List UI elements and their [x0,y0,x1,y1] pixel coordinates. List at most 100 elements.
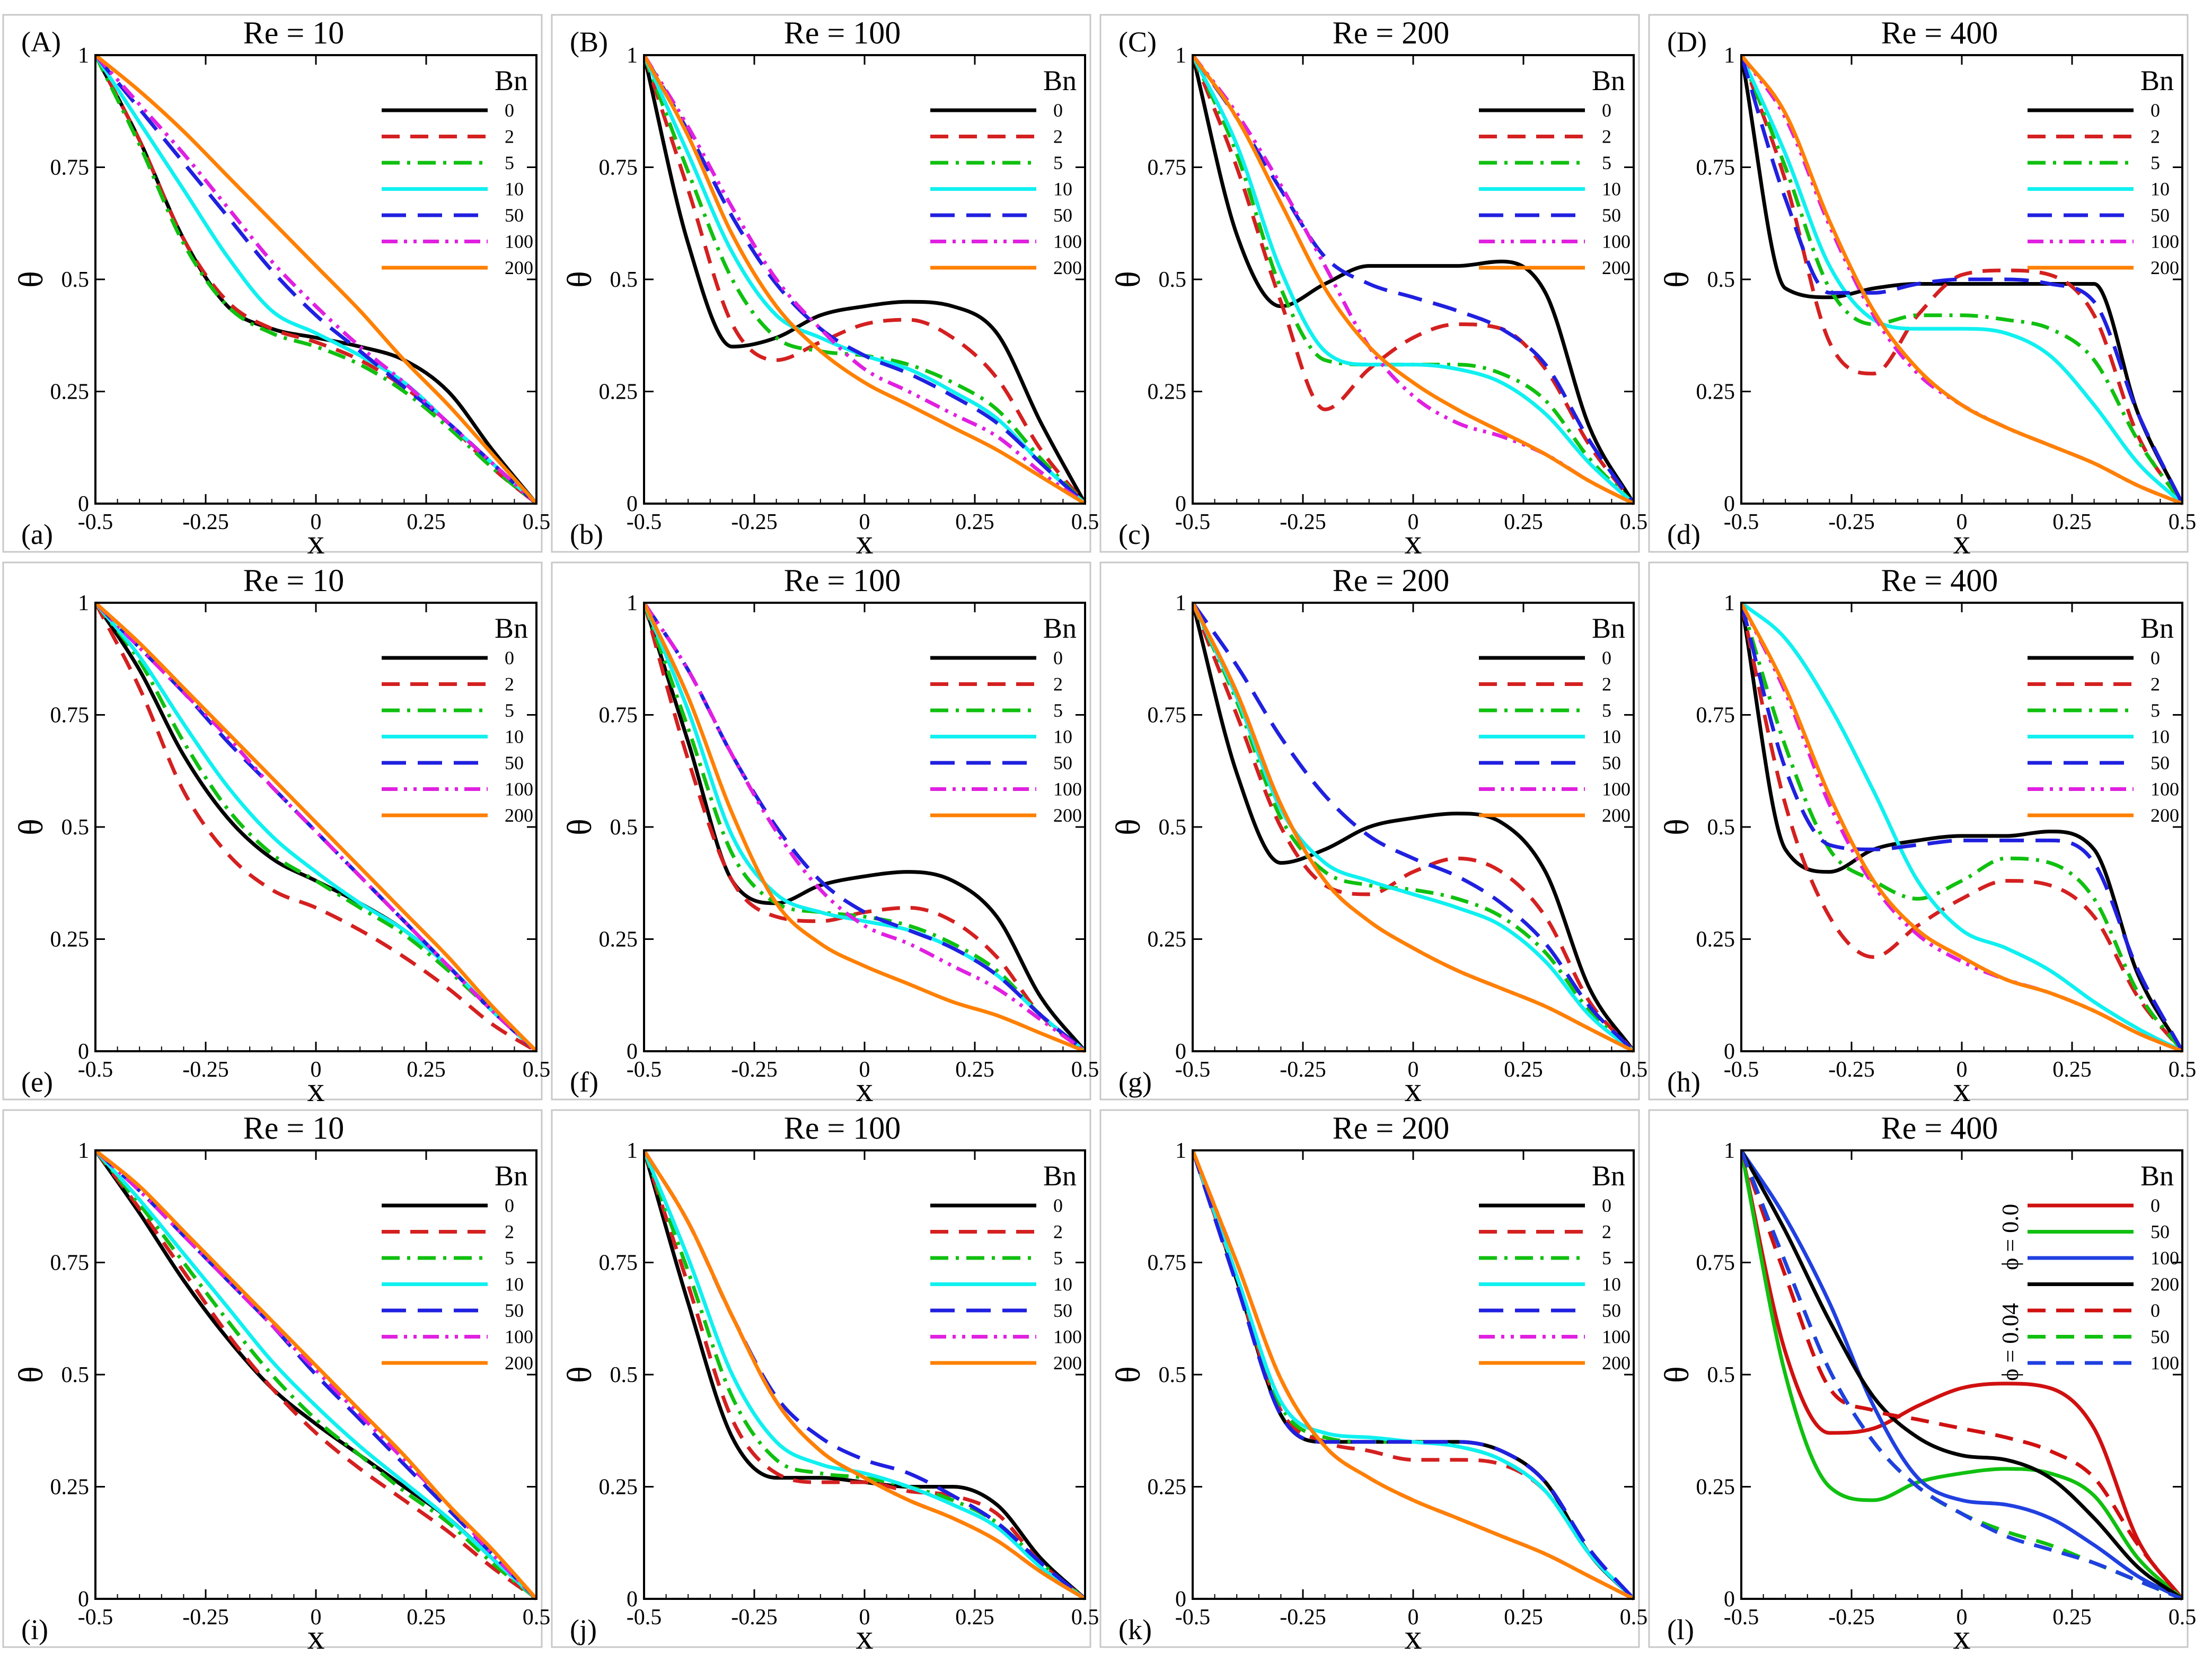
x-axis-label: x [856,1070,874,1109]
y-tick-label: 0.5 [61,815,90,840]
panel-label: (l) [1667,1614,1694,1646]
legend-title: Bn [495,612,528,644]
y-tick-label: 0 [1175,1587,1186,1612]
legend-entry: 200 [1602,257,1631,278]
panel-frame [1099,1109,1640,1648]
series-line-100 [644,602,1085,1053]
x-tick-label: 0 [1957,510,1968,534]
panel-title: Re = 100 [784,15,901,50]
panel-label: (b) [570,518,603,550]
legend-entry: 10 [1602,726,1621,747]
series-line-2 [1193,54,1634,505]
x-tick-label: -0.5 [627,1605,662,1630]
panel-title: Re = 200 [1333,15,1450,50]
series-line-5 [1741,602,2182,1053]
legend-entry: 2 [505,1221,514,1243]
legend-title: Bn [1592,1160,1625,1192]
series-line-0 [644,602,1085,1053]
series-line-10 [1193,602,1634,1053]
series-line-100 [1193,1149,1634,1601]
series-line-0 [1193,1149,1634,1600]
series-line-200 [1193,54,1634,506]
legend-entry: 10 [505,726,524,747]
legend-entry: 100 [2151,1352,2179,1374]
panel-frame [551,561,1091,1101]
legend-entry: 50 [1053,1300,1072,1321]
panel-title: Re = 10 [243,15,345,50]
series-line-5 [644,602,1085,1053]
legend-title: Bn [495,1160,528,1192]
panel-frame [1648,14,2189,553]
series-line-50 [95,1149,536,1600]
legend-entry: 5 [2151,152,2160,173]
plot-frame [1192,54,1635,505]
x-tick-label: 0.25 [1504,1605,1543,1630]
x-axis-label: x [1405,1618,1422,1657]
legend-entry: 0 [1053,100,1063,121]
y-tick-label: 0.5 [1159,268,1187,292]
panel-title: Re = 400 [1881,15,1998,50]
series-group [1193,54,1634,506]
y-tick-label: 1 [1175,43,1186,68]
x-tick-label: 0.25 [1504,510,1543,534]
legend-entry: 5 [1602,1247,1611,1269]
y-tick-label: 0 [627,492,638,516]
plot-frame [1192,1149,1635,1600]
legend-entry: 2 [1053,1221,1063,1243]
x-tick-label: -0.5 [1175,1605,1211,1630]
legend-title: Bn [2140,65,2174,96]
y-axis-label: θ [12,271,50,288]
x-tick-label: 0 [311,1058,322,1082]
plot-frame [643,602,1086,1052]
y-tick-label: 0.75 [599,1251,638,1275]
panel-a: Re = 10 (A) (a) -0.5 -0.25 0 0.25 0.5 0 0.25 0.5 0.… [2,14,550,561]
panel-j: Re = 100 (j) -0.5 -0.25 0 0.25 0.5 0 0.25 0.5 0.75… [551,1109,1099,1657]
y-axis-label: θ [12,1366,50,1383]
legend-entry: 10 [1053,179,1072,200]
panel-frame [2,14,543,553]
y-tick-label: 0 [78,1587,89,1612]
x-tick-label: 0 [1408,510,1419,534]
x-tick-label: 0 [1957,1058,1968,1082]
x-tick-label: -0.25 [1280,1058,1326,1082]
series-line-10 [1741,54,2182,505]
y-tick-label: 0.5 [610,268,638,292]
series-line-10 [644,54,1085,505]
legend-entry: 50 [505,1300,524,1321]
y-tick-label: 0.75 [1148,703,1187,728]
legend-title: Bn [495,65,528,96]
legend-entry: 2 [2151,126,2160,147]
x-tick-label: 0.25 [1504,1058,1543,1082]
x-tick-label: -0.5 [1724,510,1759,534]
series-line-200 [644,602,1085,1053]
x-tick-label: -0.25 [731,510,778,534]
y-tick-label: 0 [1175,492,1186,516]
legend-entry: 100 [505,779,533,800]
legend-title: Bn [2140,1160,2174,1192]
y-tick-label: 1 [1724,1139,1735,1163]
legend-entry: 50 [2151,205,2170,226]
phi-annotation: ϕ = 0.0 [1997,1204,2023,1270]
series-line-10 [1741,601,2182,1053]
x-tick-label: -0.5 [627,1058,662,1082]
y-axis-label: θ [1109,1366,1148,1383]
legend-entry: 0 [2151,647,2160,668]
x-tick-label: 0.5 [2169,510,2197,534]
series-line-200 [644,1149,1085,1600]
y-axis-label: θ [1109,271,1148,288]
legend-entry: 200 [505,257,533,278]
x-axis-label: x [1953,523,1971,561]
series-line-200 [95,1149,536,1600]
series-line-100 [1193,54,1634,506]
legend-entry: 0 [1602,100,1611,121]
x-tick-label: -0.25 [1280,1605,1326,1630]
series-line-0 [95,54,536,505]
y-tick-label: 0.5 [1159,1363,1187,1387]
plot-frame [643,1149,1086,1600]
series-line-200 [1741,1149,2182,1600]
y-axis-label: θ [560,1366,599,1383]
series-line-100 [95,54,536,505]
x-axis-label: x [307,1070,325,1109]
series-line-5 [95,1149,536,1600]
legend-entry: 2 [505,674,514,695]
